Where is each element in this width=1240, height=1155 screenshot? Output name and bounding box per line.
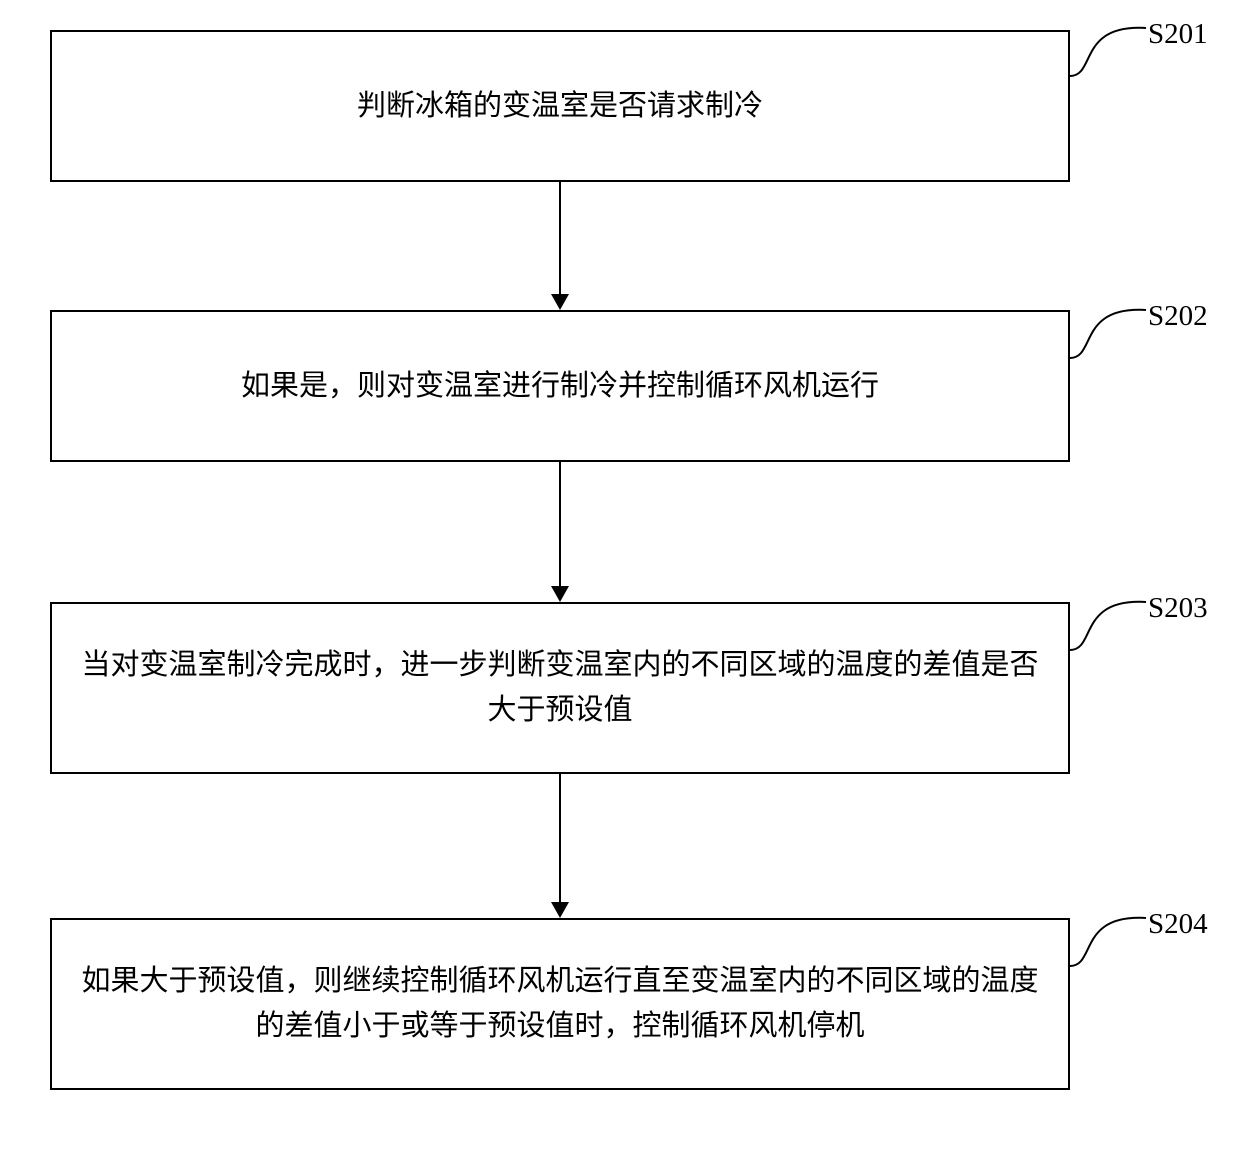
flow-node-text: 当对变温室制冷完成时，进一步判断变温室内的不同区域的温度的差值是否大于预设值 xyxy=(80,643,1040,733)
arrow-head-icon xyxy=(551,902,569,918)
arrow-head-icon xyxy=(551,586,569,602)
callout-s201 xyxy=(1066,20,1156,80)
flow-node-s202: 如果是，则对变温室进行制冷并控制循环风机运行 xyxy=(50,310,1070,462)
callout-s203 xyxy=(1066,594,1156,654)
flow-node-text: 如果大于预设值，则继续控制循环风机运行直至变温室内的不同区域的温度的差值小于或等… xyxy=(80,959,1040,1049)
step-label-s203: S203 xyxy=(1148,592,1208,625)
step-label-s204: S204 xyxy=(1148,908,1208,941)
flowchart-canvas: 判断冰箱的变温室是否请求制冷 S201 如果是，则对变温室进行制冷并控制循环风机… xyxy=(0,0,1240,1155)
flow-arrow xyxy=(559,774,561,902)
callout-s202 xyxy=(1066,302,1156,362)
flow-node-s204: 如果大于预设值，则继续控制循环风机运行直至变温室内的不同区域的温度的差值小于或等… xyxy=(50,918,1070,1090)
flow-node-text: 判断冰箱的变温室是否请求制冷 xyxy=(357,84,763,129)
flow-node-text: 如果是，则对变温室进行制冷并控制循环风机运行 xyxy=(241,364,879,409)
callout-s204 xyxy=(1066,910,1156,970)
flow-arrow xyxy=(559,182,561,294)
flow-node-s203: 当对变温室制冷完成时，进一步判断变温室内的不同区域的温度的差值是否大于预设值 xyxy=(50,602,1070,774)
flow-node-s201: 判断冰箱的变温室是否请求制冷 xyxy=(50,30,1070,182)
flow-arrow xyxy=(559,462,561,586)
step-label-s201: S201 xyxy=(1148,18,1208,51)
step-label-s202: S202 xyxy=(1148,300,1208,333)
arrow-head-icon xyxy=(551,294,569,310)
